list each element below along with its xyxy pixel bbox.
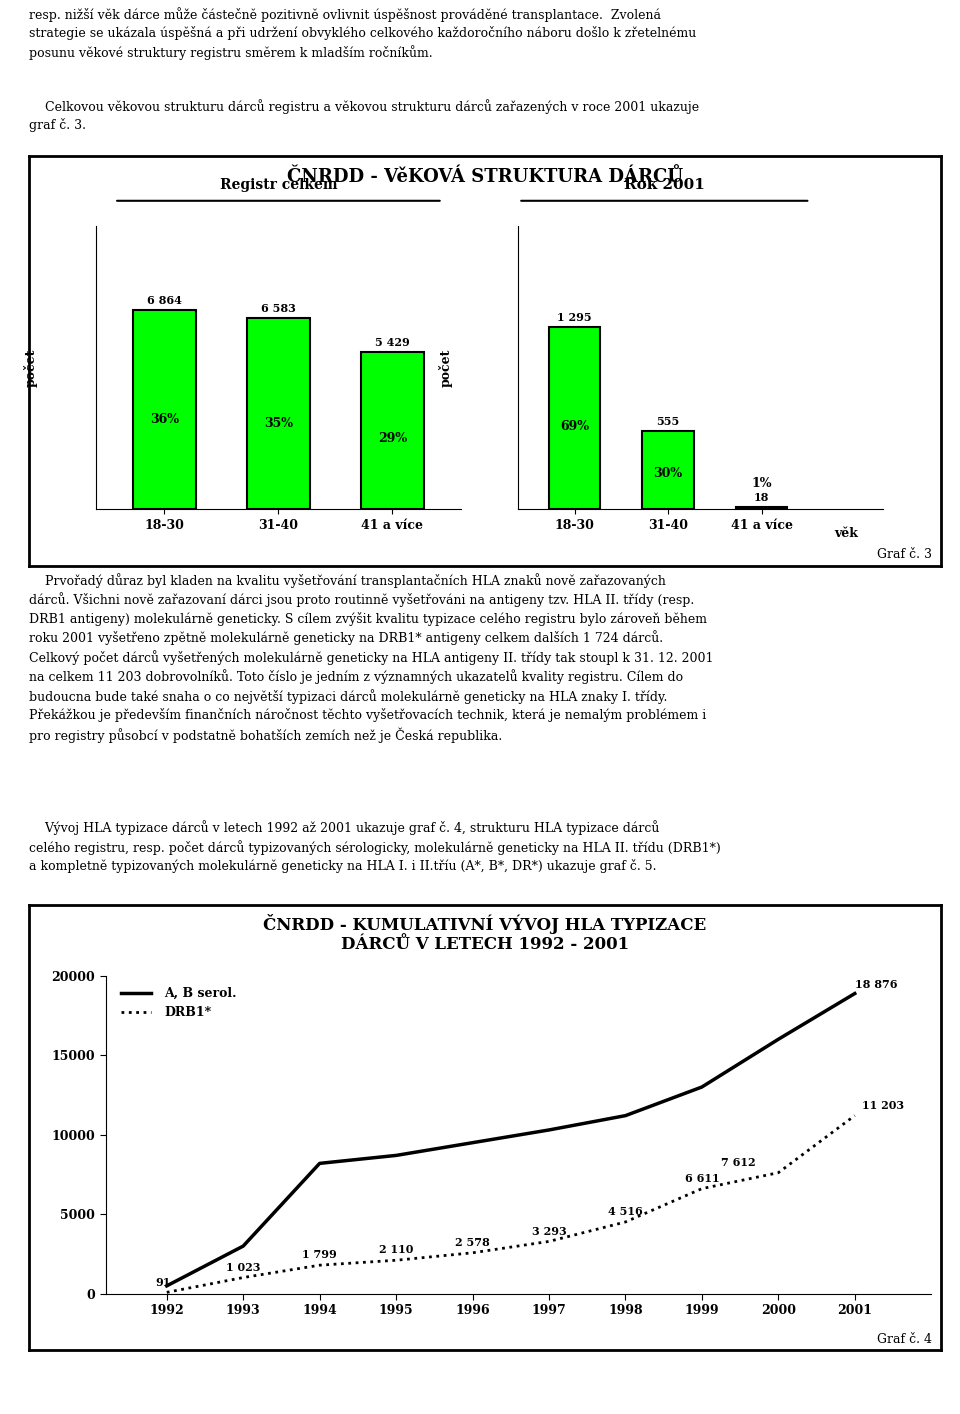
Text: Vývoj HLA typizace dárců v letech 1992 až 2001 ukazuje graf č. 4, strukturu HLA : Vývoj HLA typizace dárců v letech 1992 a… [29,820,721,872]
Text: ČNRDD - KUMULATIVNÍ VÝVOJ HLA TYPIZACE
DÁRCŮ V LETECH 1992 - 2001: ČNRDD - KUMULATIVNÍ VÝVOJ HLA TYPIZACE D… [263,913,707,953]
Text: Graf č. 3: Graf č. 3 [876,549,931,561]
Text: 555: 555 [657,416,680,427]
Text: 69%: 69% [560,420,589,434]
Text: 91: 91 [156,1277,171,1288]
Text: ČNRDD - VěKOVÁ STRUKTURA DÁRCŮ: ČNRDD - VěKOVÁ STRUKTURA DÁRCŮ [287,168,683,185]
Text: 3 293: 3 293 [532,1226,566,1237]
Text: věk: věk [834,527,858,540]
Text: Rok 2001: Rok 2001 [624,178,705,192]
Text: 1 023: 1 023 [226,1261,260,1273]
Text: 5 429: 5 429 [375,337,410,348]
Text: 11 203: 11 203 [862,1100,904,1111]
Text: 29%: 29% [378,431,407,444]
Text: 2 578: 2 578 [455,1237,490,1249]
Text: 35%: 35% [264,417,293,430]
Bar [642,431,694,509]
Text: 1 799: 1 799 [302,1250,337,1260]
Text: 18 876: 18 876 [854,980,898,990]
Text: 1%: 1% [752,477,772,491]
Text: 2 110: 2 110 [379,1244,413,1256]
Bar [133,310,196,509]
Text: 30%: 30% [654,468,683,481]
Text: Celkovou věkovou strukturu dárců registru a věkovou strukturu dárců zařazených v: Celkovou věkovou strukturu dárců registr… [29,99,699,133]
Text: 36%: 36% [150,413,179,426]
Text: 4 516: 4 516 [608,1206,643,1217]
Text: Graf č. 4: Graf č. 4 [876,1333,931,1346]
Legend: A, B serol., DRB1*: A, B serol., DRB1* [112,981,242,1024]
Bar [247,318,310,509]
Text: 6 583: 6 583 [261,303,296,314]
Text: počet: počet [439,348,452,387]
Bar [736,506,787,509]
Bar [361,352,423,509]
Text: počet: počet [23,348,37,387]
Text: Registr celkem: Registr celkem [220,178,337,192]
Text: resp. nižší věk dárce může částečně pozitivně ovlivnit úspěšnost prováděné trans: resp. nižší věk dárce může částečně pozi… [29,7,696,59]
Text: 18: 18 [754,492,769,503]
Text: 7 612: 7 612 [721,1157,756,1168]
Text: Prvořadý důraz byl kladen na kvalitu vyšetřování transplantačních HLA znaků nově: Prvořadý důraz byl kladen na kvalitu vyš… [29,573,713,742]
Text: 6 611: 6 611 [684,1172,719,1184]
Text: 1 295: 1 295 [557,312,591,322]
Bar [549,327,600,509]
Text: 6 864: 6 864 [147,296,181,305]
